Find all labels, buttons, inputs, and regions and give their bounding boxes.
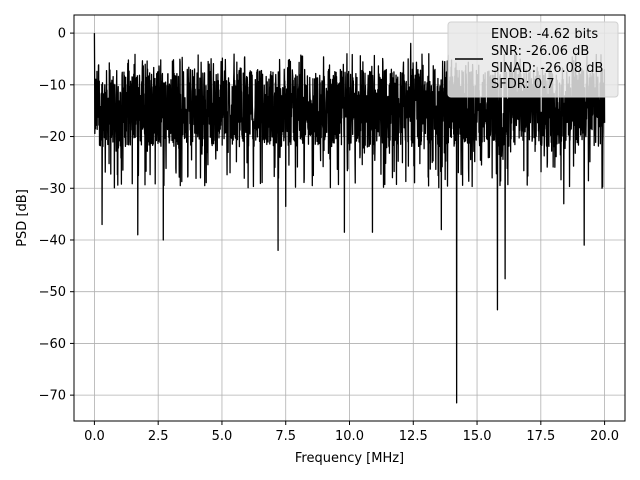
y-tick-label: 0 (58, 27, 66, 42)
plot-area (93, 33, 606, 404)
x-tick-label: 12.5 (399, 429, 428, 444)
x-tick-label: 20.0 (590, 429, 619, 444)
legend: ENOB: -4.62 bits SNR: -26.06 dB SINAD: -… (447, 21, 619, 98)
y-tick-label: −60 (39, 337, 66, 352)
x-tick-label: 10.0 (335, 429, 364, 444)
legend-snr: SNR: -26.06 dB (491, 44, 589, 59)
x-tick-label: 0.0 (84, 429, 105, 444)
y-axis-label: PSD [dB] (15, 189, 30, 247)
x-tick-label: 2.5 (148, 429, 169, 444)
x-tick-label: 15.0 (463, 429, 492, 444)
legend-sfdr: SFDR: 0.7 (491, 77, 555, 92)
y-tick-label: −70 (39, 389, 66, 404)
y-tick-label: −10 (39, 78, 66, 93)
legend-sinad: SINAD: -26.08 dB (491, 61, 603, 76)
y-tick-label: −50 (39, 285, 66, 300)
x-axis-label: Frequency [MHz] (295, 451, 404, 466)
x-tick-label: 7.5 (275, 429, 296, 444)
legend-enob: ENOB: -4.62 bits (491, 27, 598, 42)
legend-box (447, 21, 619, 98)
psd-series-line (93, 33, 606, 404)
x-tick-label: 17.5 (526, 429, 555, 444)
y-tick-label: −30 (39, 182, 66, 197)
y-axis-ticks: 0 −10 −20 −30 −40 −50 −60 −70 (39, 27, 74, 404)
x-axis-ticks: 0.0 2.5 5.0 7.5 10.0 12.5 15.0 17.5 20.0 (84, 421, 619, 444)
y-tick-label: −20 (39, 130, 66, 145)
y-tick-label: −40 (39, 233, 66, 248)
x-tick-label: 5.0 (212, 429, 233, 444)
